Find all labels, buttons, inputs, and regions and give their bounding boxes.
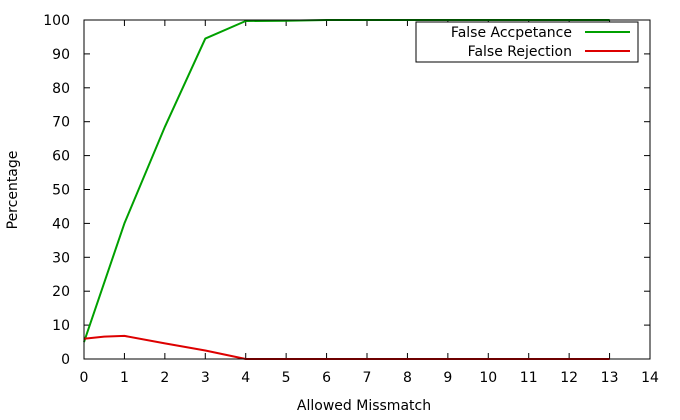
x-tick-label: 0 (80, 370, 89, 386)
y-tick-label: 30 (52, 250, 70, 266)
y-tick-label: 10 (52, 318, 70, 334)
x-tick-label: 5 (282, 370, 291, 386)
y-tick-label: 70 (52, 115, 70, 131)
plot-frame (83, 19, 651, 360)
x-tick-label: 8 (403, 370, 412, 386)
y-axis-label: Percentage (5, 151, 21, 230)
legend-label-2: False Rejection (468, 44, 572, 60)
series-line-2 (83, 334, 610, 360)
y-tick-label: 40 (52, 216, 70, 232)
series-line-1 (83, 19, 610, 343)
legend-box (415, 21, 639, 63)
x-tick-label: 14 (641, 370, 659, 386)
y-tick-label: 90 (52, 47, 70, 63)
x-tick-label: 12 (560, 370, 578, 386)
y-tick-label: 20 (52, 284, 70, 300)
x-tick-label: 3 (201, 370, 210, 386)
y-tick-label: 50 (52, 183, 70, 199)
x-tick-label: 13 (601, 370, 619, 386)
x-tick-label: 10 (479, 370, 497, 386)
x-tick-label: 1 (120, 370, 129, 386)
y-tick-label: 60 (52, 149, 70, 165)
x-axis-label: Allowed Missmatch (297, 398, 431, 414)
legend: False Accpetance False Rejection (415, 21, 639, 63)
x-tick-label: 7 (363, 370, 372, 386)
y-tick-label: 80 (52, 81, 70, 97)
axis-ticks: 0 1 2 3 4 5 6 7 8 9 10 11 12 13 1401020304050607080901… (43, 13, 659, 386)
x-tick-label: 4 (241, 370, 250, 386)
y-tick-label: 100 (43, 13, 70, 29)
x-tick-label: 2 (160, 370, 169, 386)
x-tick-label: 9 (443, 370, 452, 386)
legend-label-1: False Accpetance (451, 25, 572, 41)
x-tick-label: 11 (520, 370, 538, 386)
x-tick-label: 6 (322, 370, 331, 386)
series-lines (83, 19, 610, 360)
y-tick-label: 0 (61, 352, 70, 368)
